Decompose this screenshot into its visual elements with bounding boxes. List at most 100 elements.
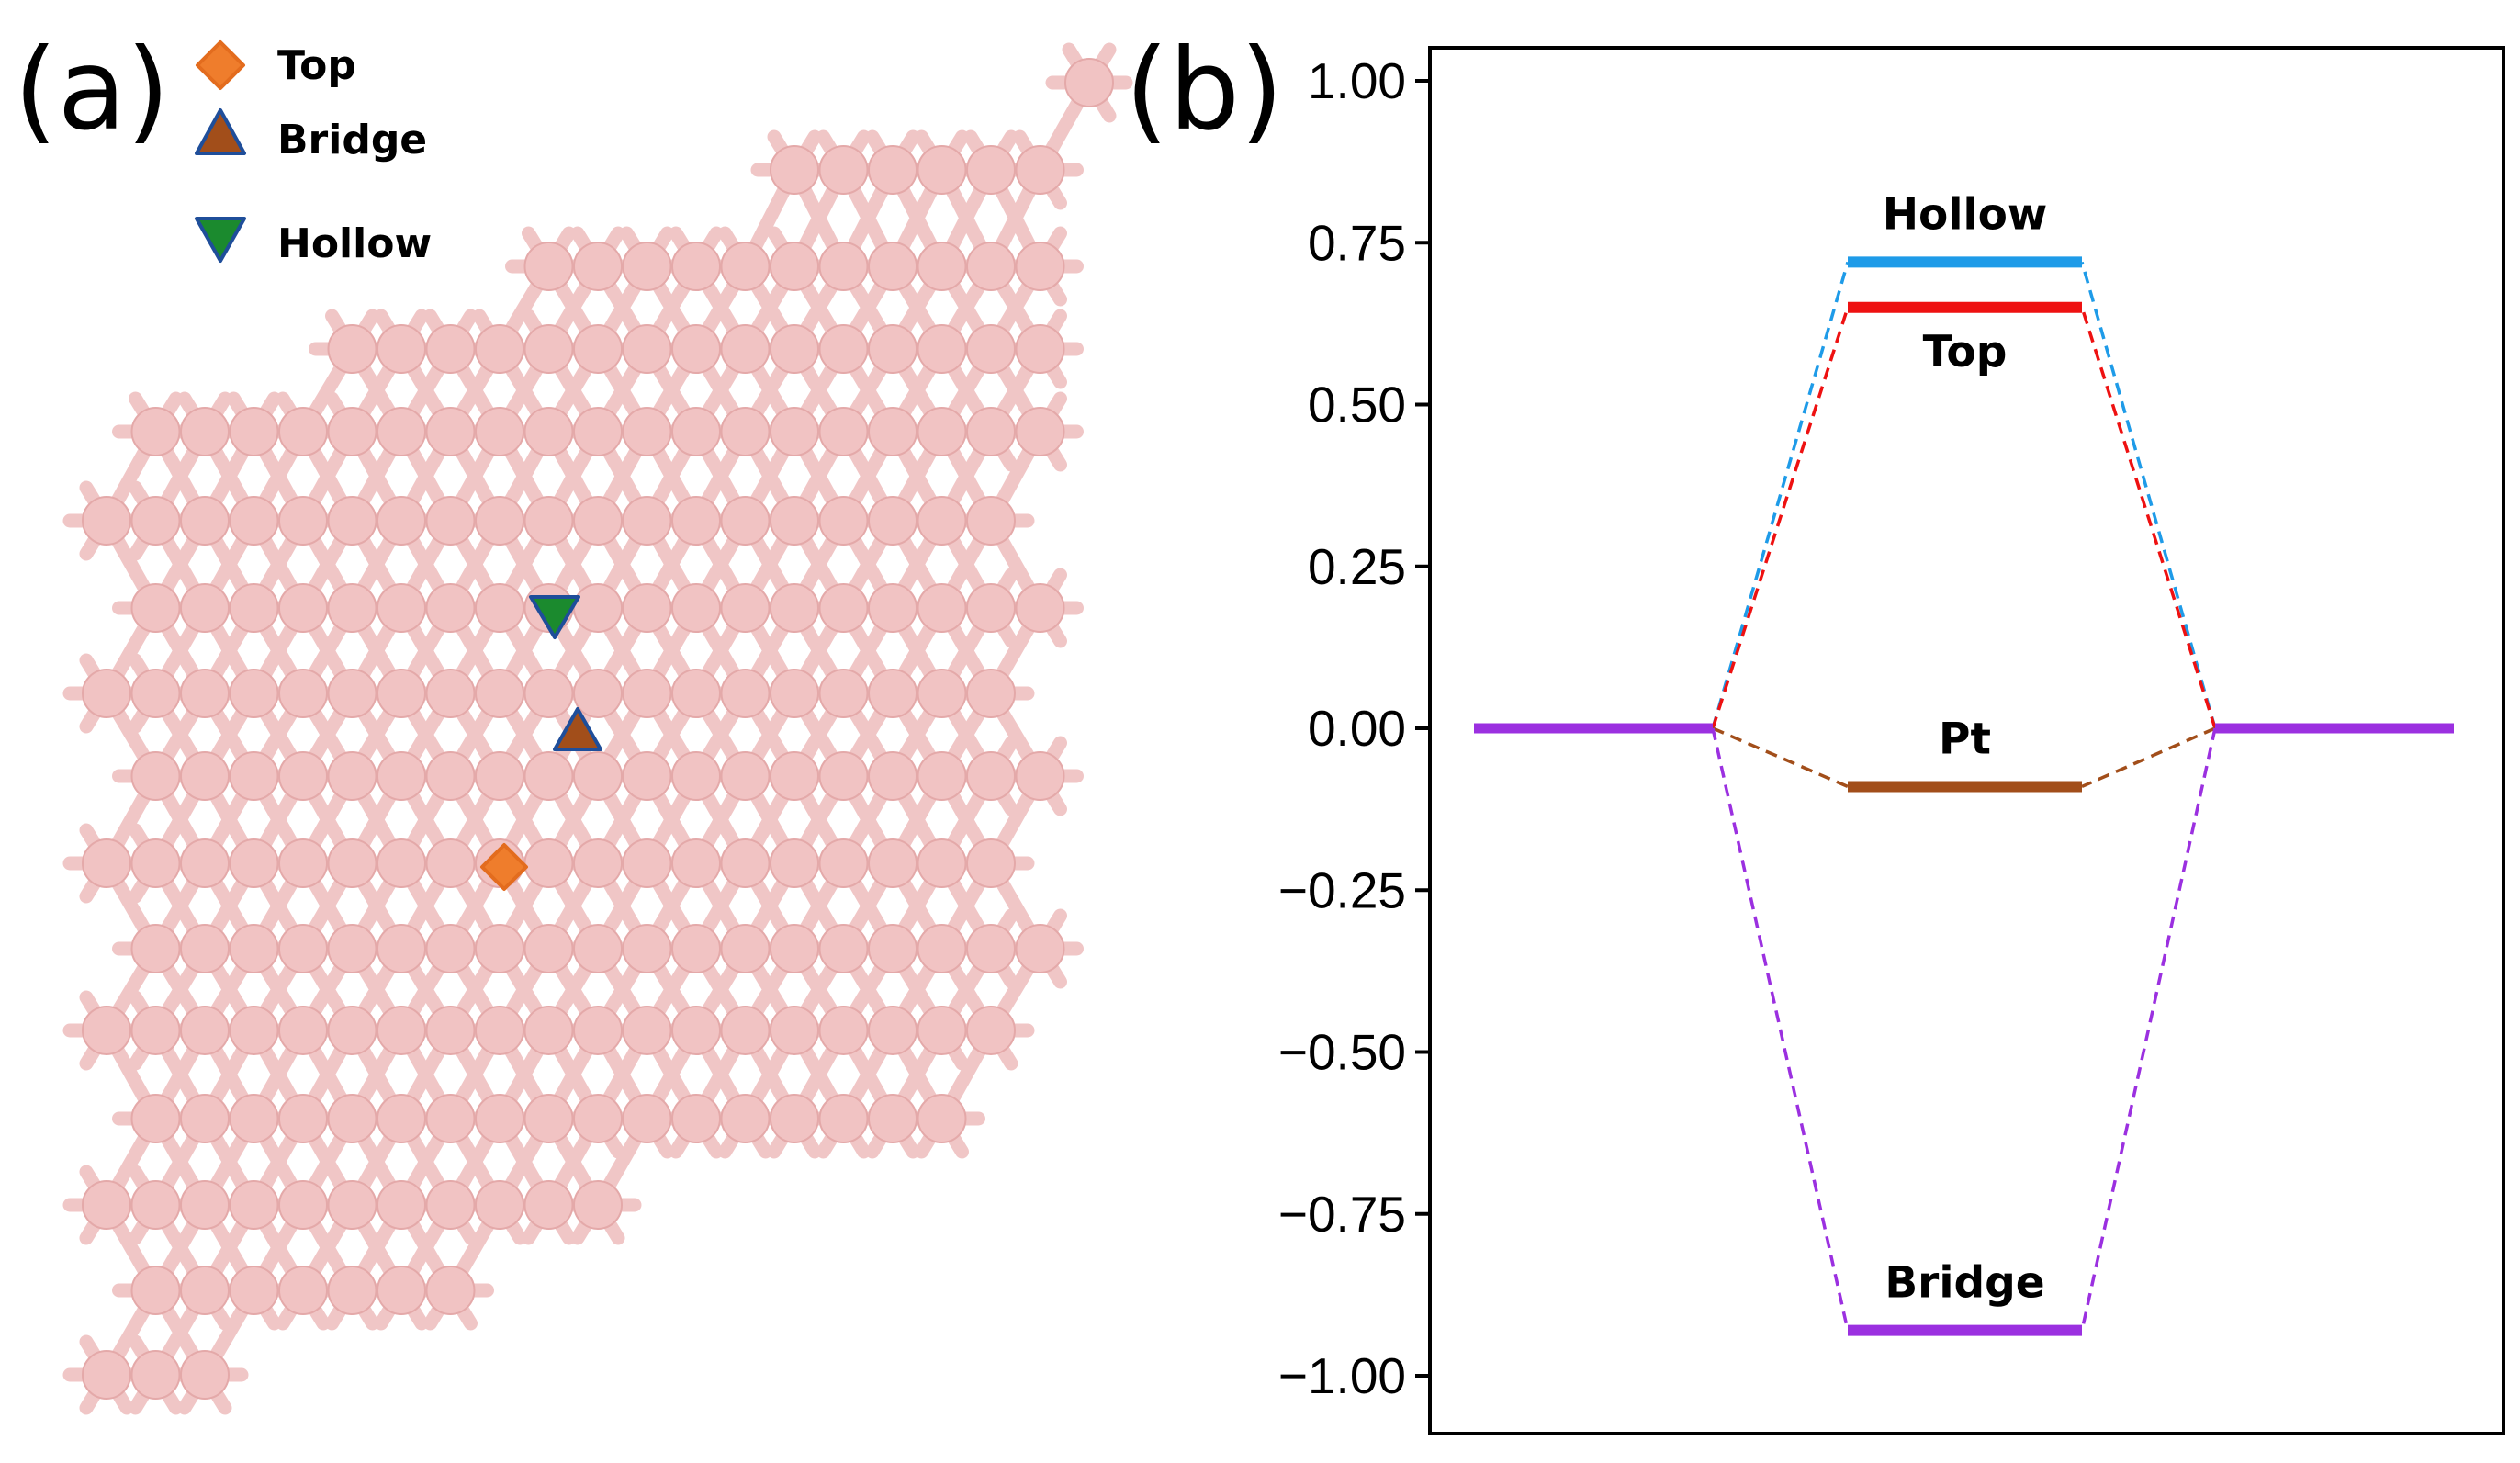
pt-atom [966,751,1016,801]
pt-atom [425,751,476,801]
pt-atom [818,496,869,546]
pt-atom [377,1094,426,1143]
pt-atom [868,924,917,973]
pt-atom [180,496,230,546]
pt-atom [130,669,181,718]
pt-atom [523,496,574,546]
pt-atom [278,1180,328,1230]
top-connector-right [2080,307,2217,729]
pt-atom [622,838,672,888]
pt-atom [671,407,721,456]
pt-atom [377,838,426,888]
pt-atom [425,407,476,456]
pt-atom [327,496,377,546]
pt-atom [966,496,1016,546]
pt-atom [966,324,1016,374]
pt-atom [425,1180,476,1230]
y-tick-label: 0.75 [1308,214,1406,271]
pt-atom [622,751,672,801]
pt-atom [278,669,328,718]
pt-atom [523,324,574,374]
pt-atom [573,924,623,973]
pt-atom [229,669,279,718]
pt-atom [523,669,574,718]
pt-atom [818,751,869,801]
pt-atom [377,324,426,374]
pt-atom [377,583,426,633]
pt-atom [229,496,279,546]
pt-atom [475,496,524,546]
pt-atom [425,1006,476,1055]
pt-atom [818,242,869,291]
y-tick-label: 0.00 [1308,700,1406,757]
pt-atom [229,838,279,888]
pt-atom [82,669,131,718]
pt-atom [868,324,917,374]
pt-atom [818,324,869,374]
pt-atom [278,583,328,633]
pt-atom [966,145,1016,195]
pt-atom [229,751,279,801]
pt-atom [82,1006,131,1055]
pt-atom [377,1266,426,1315]
pt-atom [770,583,819,633]
pt-atom [523,924,574,973]
pt-atom [130,1180,181,1230]
pt-atom [917,924,967,973]
pt-atom [818,1094,869,1143]
pt-atom [327,669,377,718]
pt-atom [770,145,819,195]
pt-atom [327,1180,377,1230]
pt-atom [475,669,524,718]
pt-atom [622,242,672,291]
panel-b-label: (b) [1125,25,1284,155]
pt-atom [475,407,524,456]
pt-atom [720,924,771,973]
pt-atom [180,407,230,456]
top-diamond-icon [196,40,245,90]
pt-atom [573,669,623,718]
pt-atom [523,1180,574,1230]
pt-atom [523,407,574,456]
pt-atom [425,1094,476,1143]
pt-atom [327,751,377,801]
pt-atom [917,145,967,195]
legend-item-bridge: Bridge [195,108,427,163]
pt-atom [1015,751,1065,801]
pt-atom [229,583,279,633]
energy-level-labels: Hollow Top Pt Bridge [1883,189,2048,1308]
pt-atom [720,407,771,456]
pt-atom [475,924,524,973]
pt-atom [917,583,967,633]
pt-atom [278,924,328,973]
site-markers [480,595,602,891]
pt-atom [278,1094,328,1143]
pt-atom [377,669,426,718]
pt-atom [523,1006,574,1055]
pt-atom [573,407,623,456]
pt-atom [917,838,967,888]
hollow-site-marker [529,595,580,639]
pt-atom [818,407,869,456]
legend-item-hollow: Hollow [195,217,432,267]
pt-atom [180,1350,230,1400]
pt-atom [573,496,623,546]
pt-atom [868,145,917,195]
pt-atom [1015,324,1065,374]
pt-atom [180,583,230,633]
pt-atom [82,838,131,888]
pt-atom [720,324,771,374]
top-connector-left [1711,307,1850,729]
legend: Top Bridge Hollow [195,40,432,267]
y-tick-label: 0.25 [1308,538,1406,595]
pt-atom [130,1350,181,1400]
pt-atom [475,751,524,801]
pt-atom [917,1094,967,1143]
pt-atom [622,407,672,456]
pt-atom [278,751,328,801]
pt-atom [917,407,967,456]
pt-atom [917,242,967,291]
pt-atom [573,1006,623,1055]
pt-atom [868,1006,917,1055]
pt-atom [671,1006,721,1055]
